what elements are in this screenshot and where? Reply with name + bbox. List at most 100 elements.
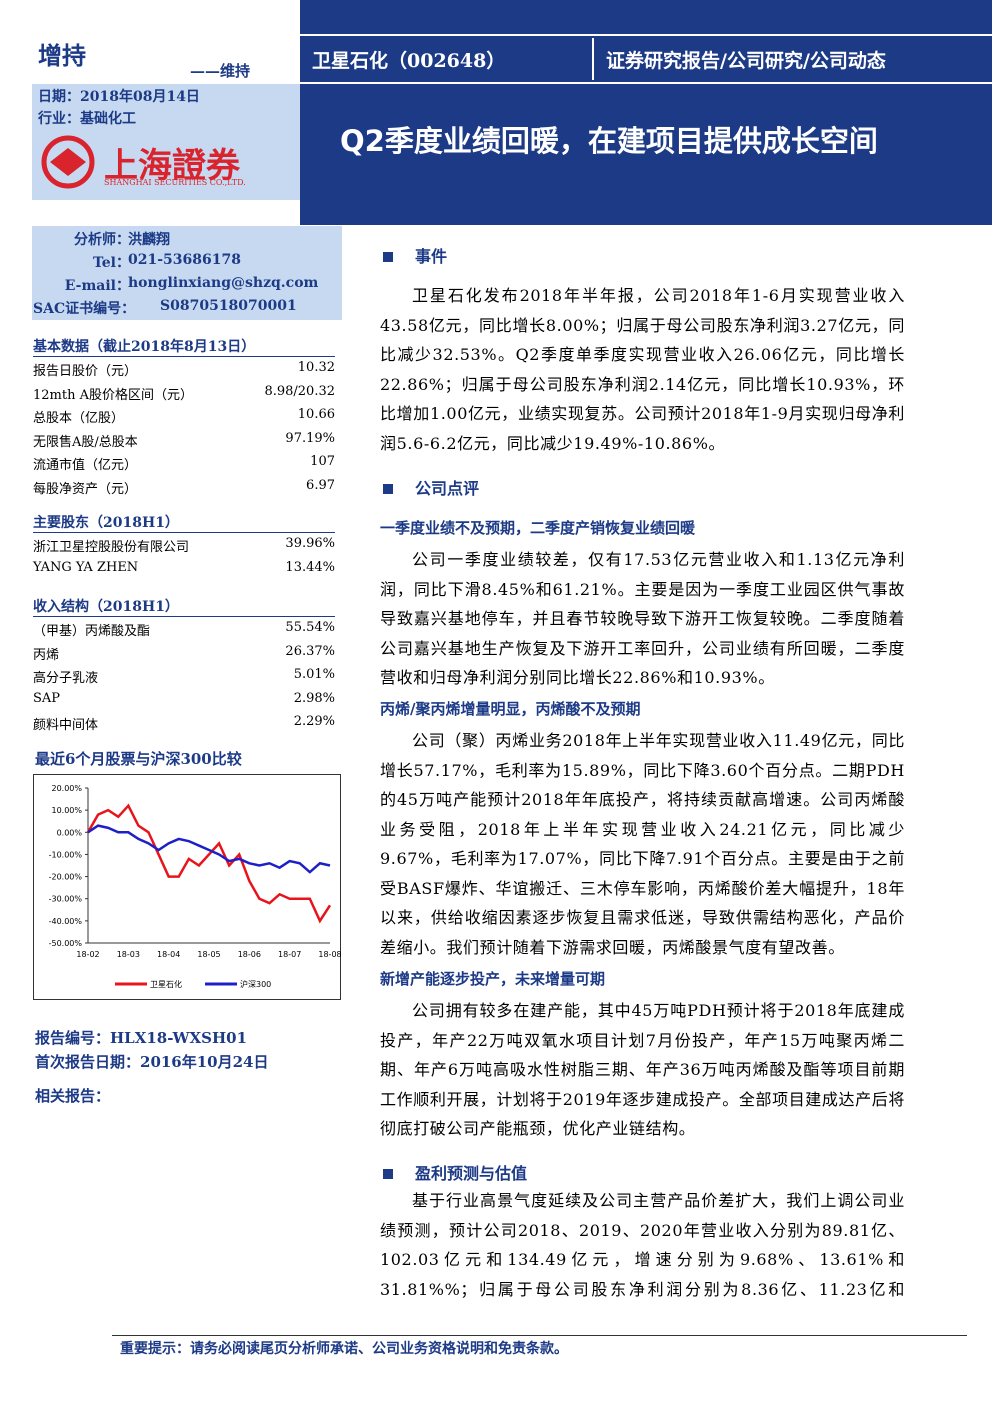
table-row: YANG YA ZHEN 13.44% xyxy=(33,560,335,583)
table-title: 基本数据（截止2018年8月13日） xyxy=(33,339,256,355)
divider xyxy=(592,38,594,80)
report-title: Q2季度业绩回暖，在建项目提供成长空间 xyxy=(340,124,878,158)
x-tick-label: 18-08 xyxy=(318,950,341,959)
row-label: 高分子乳液 xyxy=(33,671,99,686)
table-rule xyxy=(33,616,335,617)
legend-label: 沪深300 xyxy=(240,979,271,989)
section-heading: 盈利预测与估值 xyxy=(383,1160,527,1184)
bullet xyxy=(383,1169,393,1179)
row-value: 8.98/20.32 xyxy=(264,383,335,399)
analyst-value: S0870518070001 xyxy=(160,298,297,314)
rating: 增持 xyxy=(38,41,86,70)
table-row: 流通市值（亿元） 107 xyxy=(33,454,335,477)
row-label: 总股本（亿股） xyxy=(33,411,125,426)
row-value: 6.97 xyxy=(306,477,335,493)
row-label: 12mth A股价格区间（元） xyxy=(33,387,193,403)
table-row: 浙江卫星控股股份有限公司 39.96% xyxy=(33,536,335,559)
paragraph: 卫星石化发布2018年半年报，公司2018年1-6月实现营业收入43.58亿元，… xyxy=(380,286,905,453)
row-label: 报告日股价（元） xyxy=(33,364,138,379)
table-row: SAP 2.98% xyxy=(33,691,335,714)
row-label: 流通市值（亿元） xyxy=(33,458,138,473)
chart-title: 最近6个月股票与沪深300比较 xyxy=(35,750,242,768)
x-tick-label: 18-03 xyxy=(117,950,140,959)
logo-en: SHANGHAI SECURITIES CO.,LTD. xyxy=(104,178,246,187)
table-rule xyxy=(33,356,335,357)
analyst-value: honglinxiang@shzq.com xyxy=(128,275,319,291)
row-value: 26.37% xyxy=(285,643,335,659)
row-label: 浙江卫星控股股份有限公司 xyxy=(33,540,190,555)
heading-text: 公司点评 xyxy=(415,479,480,498)
header-band xyxy=(300,0,992,225)
y-tick-label: 10.00% xyxy=(51,806,82,815)
row-label: 丙烯 xyxy=(33,647,60,663)
y-tick-label: -50.00% xyxy=(49,939,83,948)
table-row: （甲基）丙烯酸及酯 55.54% xyxy=(33,620,335,643)
row-value: 10.32 xyxy=(297,360,335,375)
row-value: 2.29% xyxy=(293,714,335,729)
subheading: 丙烯/聚丙烯增量明显，丙烯酸不及预期 xyxy=(380,700,641,718)
row-value: 10.66 xyxy=(297,407,335,422)
chart-frame xyxy=(33,774,341,1000)
analyst-label: SAC证书编号： xyxy=(33,301,136,317)
legend-label: 卫星石化 xyxy=(150,979,182,989)
row-value: 97.19% xyxy=(285,430,335,446)
table-row: 总股本（亿股） 10.66 xyxy=(33,407,335,430)
x-tick-label: 18-07 xyxy=(278,950,301,959)
company: 卫星石化（002648） xyxy=(312,50,506,72)
report-number: 报告编号：HLX18-WXSH01 xyxy=(35,1029,248,1047)
y-tick-label: -30.00% xyxy=(49,895,83,904)
row-label: 无限售A股/总股本 xyxy=(33,434,138,450)
section-heading: 公司点评 xyxy=(383,475,479,499)
table-title: 收入结构（2018H1） xyxy=(33,599,179,615)
first-date: 首次报告日期：2016年10月24日 xyxy=(35,1053,269,1071)
footer-line xyxy=(112,1335,967,1336)
logo-text: 上海證券 xyxy=(104,146,240,186)
table-row: 颜料中间体 2.29% xyxy=(33,714,335,737)
subheading: 新增产能逐步投产，未来增量可期 xyxy=(380,970,606,988)
x-tick-label: 18-02 xyxy=(76,950,99,959)
x-tick-label: 18-04 xyxy=(157,950,180,959)
subheading: 一季度业绩不及预期，二季度产销恢复业绩回暖 xyxy=(380,519,696,537)
series-line xyxy=(87,824,331,874)
paragraph: 公司拥有较多在建产能，其中45万吨PDH预计将于2018年底建成投产，年产22万… xyxy=(380,1001,905,1138)
row-label: （甲基）丙烯酸及酯 xyxy=(33,624,151,639)
series-line xyxy=(86,803,332,924)
x-tick-label: 18-06 xyxy=(238,950,261,959)
analyst-label: 分析师： xyxy=(74,232,130,248)
row-label: SAP xyxy=(33,690,61,706)
table-row: 丙烯 26.37% xyxy=(33,644,335,667)
table-row: 高分子乳液 5.01% xyxy=(33,667,335,690)
row-label: 颜料中间体 xyxy=(33,718,99,733)
row-value: 39.96% xyxy=(285,536,335,551)
analyst-value: 021-53686178 xyxy=(128,252,241,268)
divider xyxy=(300,34,992,36)
table-row: 报告日股价（元） 10.32 xyxy=(33,360,335,383)
report-type: 证券研究报告/公司研究/公司动态 xyxy=(606,50,886,72)
industry: 行业：基础化工 xyxy=(38,111,136,127)
table-row: 每股净资产（元） 6.97 xyxy=(33,478,335,501)
row-value: 2.98% xyxy=(293,690,335,706)
analyst-box xyxy=(32,226,342,320)
paragraph: 基于行业高景气度延续及公司主营产品价差扩大，我们上调公司业绩预测，预计公司201… xyxy=(380,1191,905,1299)
chart: 20.00% 10.00% 0.00% -10.00% -20.00% -30.00% -4… xyxy=(33,774,341,1000)
footer-note: 重要提示：请务必阅读尾页分析师承诺、公司业务资格说明和免责条款。 xyxy=(120,1341,568,1357)
y-tick-label: 0.00% xyxy=(57,828,83,837)
heading-text: 事件 xyxy=(415,247,448,266)
section-heading: 事件 xyxy=(383,243,447,267)
paragraph: 公司一季度业绩较差，仅有17.53亿元营业收入和1.13亿元净利润，同比下滑8.… xyxy=(380,550,905,687)
row-value: 107 xyxy=(310,454,335,469)
row-value: 5.01% xyxy=(293,667,335,682)
row-label: YANG YA ZHEN xyxy=(33,559,139,575)
date: 日期：2018年08月14日 xyxy=(38,89,200,105)
analyst-label: E-mail： xyxy=(64,278,130,294)
rating-change: ——维持 xyxy=(190,62,251,80)
table-rule xyxy=(33,532,335,533)
paragraph: 公司（聚）丙烯业务2018年上半年实现营业收入11.49亿元，同比增长57.17… xyxy=(380,731,905,957)
row-value: 55.54% xyxy=(285,620,335,635)
analyst-value: 洪麟翔 xyxy=(128,232,170,248)
y-tick-label: 20.00% xyxy=(51,784,82,793)
y-tick-label: -20.00% xyxy=(49,873,83,882)
row-value: 13.44% xyxy=(285,559,335,575)
logo-icon xyxy=(41,135,95,189)
